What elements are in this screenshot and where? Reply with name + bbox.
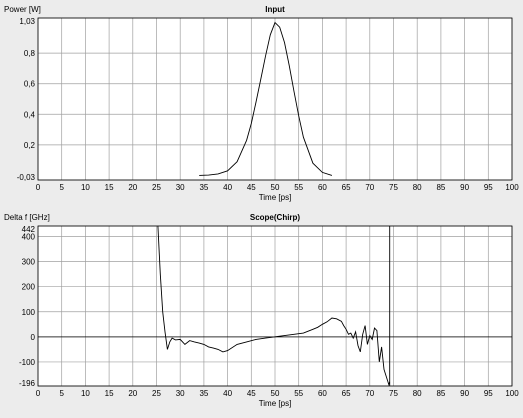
x-tick-label: 70 bbox=[365, 183, 374, 192]
x-tick-label: 55 bbox=[294, 389, 303, 398]
x-tick-label: 100 bbox=[505, 183, 519, 192]
x-tick-label: 95 bbox=[484, 389, 493, 398]
x-tick-label: 50 bbox=[271, 389, 280, 398]
y-tick-label: 100 bbox=[22, 308, 36, 317]
y-tick-label: -100 bbox=[19, 358, 36, 367]
y-tick-label: 0,2 bbox=[24, 141, 36, 150]
x-tick-label: 35 bbox=[199, 183, 208, 192]
y-tick-label: 442 bbox=[22, 225, 36, 234]
x-tick-label: 90 bbox=[460, 389, 469, 398]
x-tick-label: 45 bbox=[247, 183, 256, 192]
x-tick-label: 75 bbox=[389, 183, 398, 192]
x-tick-label: 95 bbox=[484, 183, 493, 192]
plot-frame bbox=[37, 17, 513, 181]
chart-title: Scope(Chirp) bbox=[250, 213, 301, 222]
x-tick-label: 15 bbox=[105, 389, 114, 398]
plot-frame bbox=[37, 225, 513, 387]
chart-title: Input bbox=[265, 5, 285, 14]
series-line bbox=[157, 226, 391, 386]
x-axis-label: Time [ps] bbox=[259, 399, 292, 408]
x-tick-label: 25 bbox=[152, 183, 161, 192]
x-tick-label: 75 bbox=[389, 389, 398, 398]
y-tick-label: 1,03 bbox=[19, 17, 35, 26]
x-tick-label: 40 bbox=[223, 183, 232, 192]
series-line bbox=[199, 21, 333, 176]
x-tick-label: 0 bbox=[36, 389, 41, 398]
x-tick-label: 5 bbox=[59, 183, 64, 192]
x-tick-label: 45 bbox=[247, 389, 256, 398]
x-tick-label: 85 bbox=[436, 183, 445, 192]
x-tick-label: 100 bbox=[505, 389, 519, 398]
x-tick-label: 5 bbox=[59, 389, 64, 398]
x-tick-label: 10 bbox=[81, 183, 90, 192]
y-tick-label: -196 bbox=[19, 379, 36, 388]
x-tick-label: 90 bbox=[460, 183, 469, 192]
x-tick-label: 40 bbox=[223, 389, 232, 398]
x-tick-label: 65 bbox=[342, 183, 351, 192]
x-tick-label: 35 bbox=[199, 389, 208, 398]
x-tick-label: 20 bbox=[128, 389, 137, 398]
y-axis-label: Power [W] bbox=[4, 5, 41, 14]
x-tick-label: 80 bbox=[413, 183, 422, 192]
x-tick-label: 65 bbox=[342, 389, 351, 398]
y-axis-label: Delta f [GHz] bbox=[4, 213, 50, 222]
x-tick-label: 25 bbox=[152, 389, 161, 398]
y-tick-label: 300 bbox=[22, 258, 36, 267]
y-tick-label: -0,03 bbox=[17, 173, 36, 182]
y-tick-label: 0,4 bbox=[24, 110, 36, 119]
x-tick-label: 50 bbox=[271, 183, 280, 192]
x-tick-label: 70 bbox=[365, 389, 374, 398]
x-tick-label: 30 bbox=[176, 389, 185, 398]
y-tick-label: 0,6 bbox=[24, 80, 36, 89]
x-tick-label: 10 bbox=[81, 389, 90, 398]
x-tick-label: 85 bbox=[436, 389, 445, 398]
y-tick-label: 0,8 bbox=[24, 49, 36, 58]
x-tick-label: 60 bbox=[318, 183, 327, 192]
y-tick-label: 0 bbox=[31, 333, 36, 342]
y-tick-label: 200 bbox=[22, 283, 36, 292]
x-tick-label: 80 bbox=[413, 389, 422, 398]
x-tick-label: 0 bbox=[36, 183, 41, 192]
x-axis-label: Time [ps] bbox=[259, 193, 292, 202]
x-tick-label: 60 bbox=[318, 389, 327, 398]
x-tick-label: 30 bbox=[176, 183, 185, 192]
x-tick-label: 20 bbox=[128, 183, 137, 192]
y-tick-label: 400 bbox=[22, 233, 36, 242]
x-tick-label: 55 bbox=[294, 183, 303, 192]
x-tick-label: 15 bbox=[105, 183, 114, 192]
